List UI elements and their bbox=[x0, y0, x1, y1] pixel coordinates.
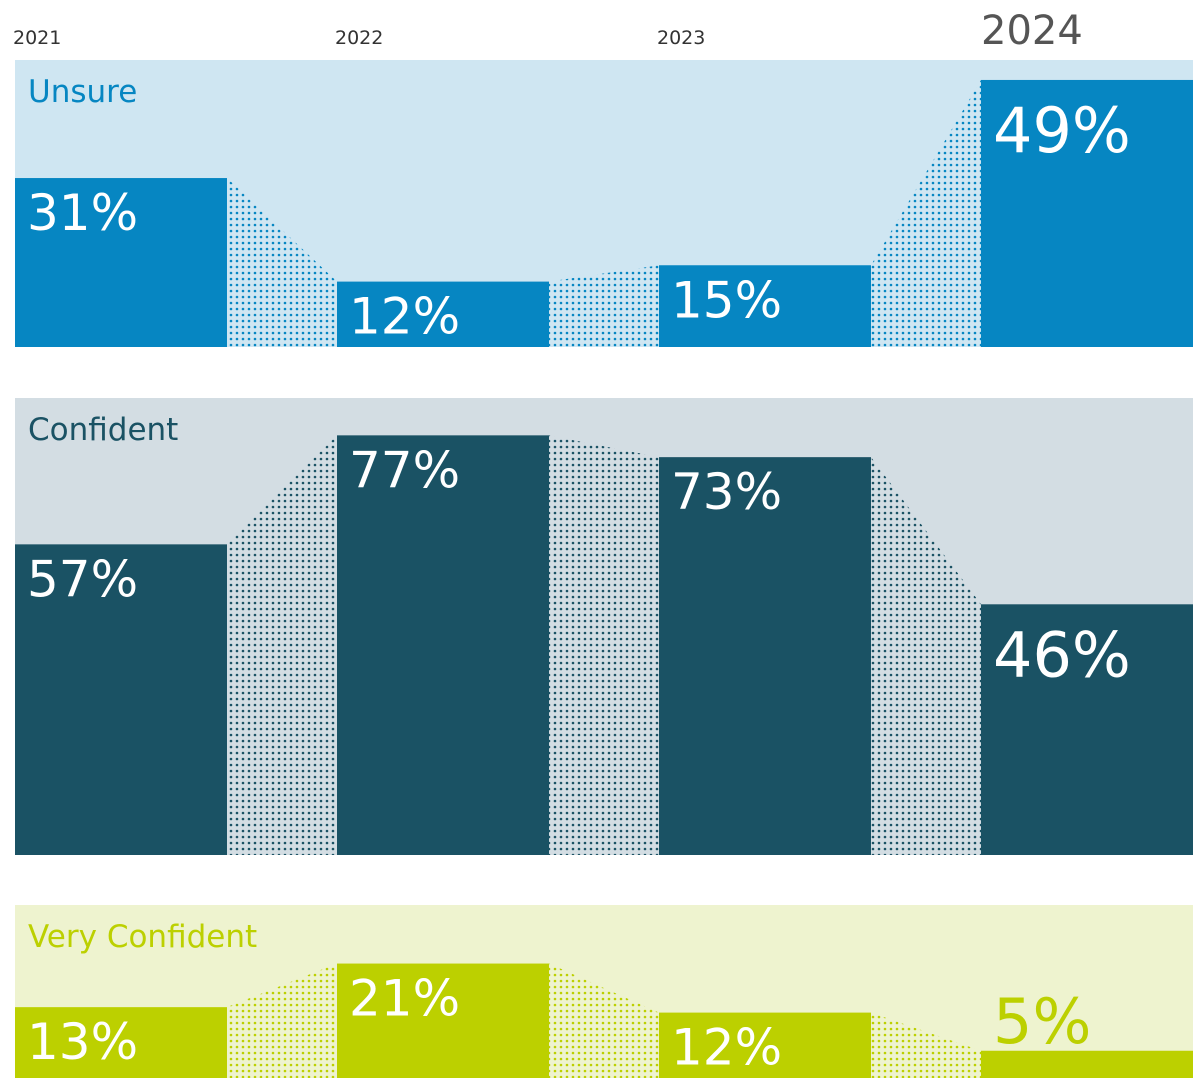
year-label: 2021 bbox=[13, 27, 61, 49]
connector bbox=[227, 178, 337, 347]
bar bbox=[15, 1007, 227, 1078]
bar bbox=[15, 544, 227, 855]
connector bbox=[549, 435, 659, 855]
value-label: 12% bbox=[349, 288, 460, 346]
year-label: 2024 bbox=[981, 8, 1083, 54]
bar bbox=[15, 178, 227, 347]
year-label: 2023 bbox=[657, 27, 705, 49]
connector bbox=[227, 435, 337, 855]
connector bbox=[549, 963, 659, 1078]
bar bbox=[981, 1050, 1193, 1078]
value-label: 12% bbox=[671, 1019, 782, 1077]
value-label: 49% bbox=[993, 94, 1131, 167]
connector bbox=[871, 1012, 981, 1078]
panel-title: Unsure bbox=[28, 74, 137, 110]
value-label: 13% bbox=[27, 1013, 138, 1071]
bar bbox=[659, 1012, 871, 1078]
bar bbox=[337, 281, 549, 347]
value-label: 57% bbox=[27, 550, 138, 608]
value-label: 46% bbox=[993, 618, 1131, 691]
value-label: 77% bbox=[349, 441, 460, 499]
year-label: 2022 bbox=[335, 27, 383, 49]
value-label: 21% bbox=[349, 970, 460, 1028]
connector bbox=[871, 79, 981, 347]
value-label: 31% bbox=[27, 184, 138, 242]
panel-title: Very Confident bbox=[28, 919, 257, 955]
bar bbox=[337, 435, 549, 855]
value-label: 73% bbox=[671, 463, 782, 521]
panel-title: Confident bbox=[28, 412, 178, 448]
connector bbox=[227, 963, 337, 1078]
bar bbox=[659, 457, 871, 855]
connector bbox=[871, 457, 981, 855]
bar bbox=[981, 79, 1193, 347]
value-label: 5% bbox=[993, 985, 1091, 1058]
bar bbox=[337, 963, 549, 1078]
value-label: 15% bbox=[671, 271, 782, 329]
connector bbox=[549, 265, 659, 347]
bar bbox=[981, 604, 1193, 855]
bar bbox=[659, 265, 871, 347]
